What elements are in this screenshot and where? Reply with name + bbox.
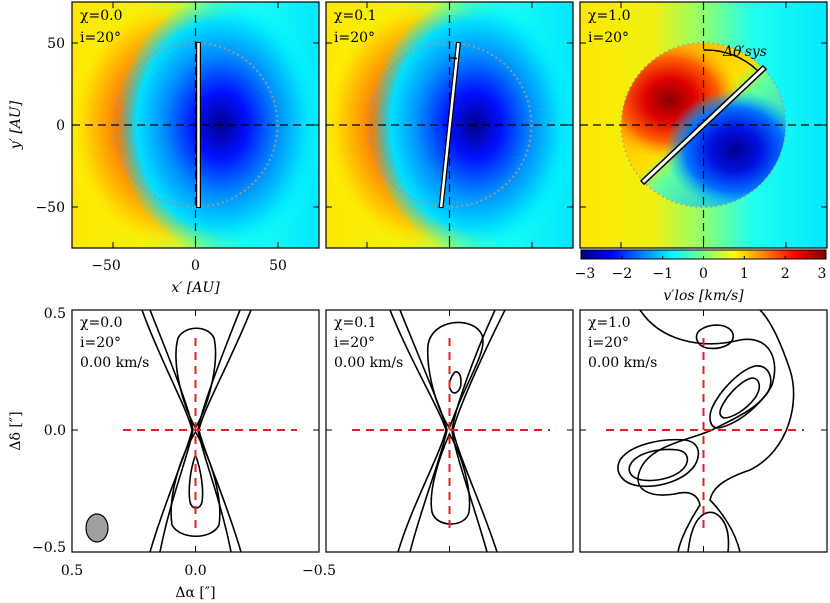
- axis-ticks: [72, 310, 319, 552]
- annotation-velocity: 0.00 km/s: [588, 355, 657, 371]
- x-tick-label: 0.0: [184, 563, 206, 579]
- axis-ticks: [72, 2, 319, 248]
- annotation-velocity: 0.00 km/s: [80, 355, 149, 371]
- blueshifted-lobe: [116, 2, 319, 248]
- contour-middle: [709, 365, 772, 429]
- contour-outer: [637, 310, 776, 552]
- x-tick-label: 0: [191, 258, 200, 274]
- axis-ticks: [326, 310, 573, 552]
- colorbar-ticks: −3 −2 −1 0 1 2 3: [575, 256, 827, 282]
- annotation-chi: χ=0.0: [80, 315, 122, 331]
- contour-middle: [197, 310, 241, 552]
- axis-ticks: [580, 2, 827, 248]
- axis-ticks: [580, 310, 827, 552]
- contour-middle: [695, 324, 734, 350]
- annotation-inclination: i=20°: [80, 335, 121, 351]
- annotation-inclination: i=20°: [588, 30, 629, 46]
- y-tick-label: 0.0: [44, 423, 66, 439]
- contour-outer: [389, 310, 447, 552]
- colorbar-tick-label: 0: [699, 266, 708, 282]
- angle-arc: [703, 49, 759, 72]
- y-tick-label: −0.5: [32, 540, 66, 556]
- y-axis-label: Δδ [″]: [8, 411, 24, 450]
- x-axis-label: Δα [″]: [175, 585, 215, 601]
- panel-bottom-right: χ=1.0 i=20° 0.00 km/s: [579, 309, 828, 553]
- rotation-axis: [438, 41, 461, 209]
- contour-outer: [709, 310, 795, 552]
- angle-arc: [449, 57, 458, 60]
- colorbar-tick-label: −2: [612, 266, 633, 282]
- beam-ellipse: [85, 513, 109, 543]
- annotation-inclination: i=20°: [588, 335, 629, 351]
- colorbar-tick-label: −3: [575, 266, 596, 282]
- annotation-inclination: i=20°: [80, 30, 121, 46]
- x-tick-label: −50: [91, 258, 121, 274]
- annotation-inclination: i=20°: [334, 30, 375, 46]
- x-tick-label: −0.5: [302, 563, 336, 579]
- colorbar-tick-label: 3: [818, 266, 827, 282]
- y-tick-label: 0: [56, 118, 65, 134]
- panel-top-middle: χ=0.1 i=20°: [325, 1, 574, 249]
- y-tick-label: 50: [47, 36, 65, 52]
- annotation-chi: χ=0.1: [334, 315, 376, 331]
- y-tick-label: 0.5: [44, 306, 66, 322]
- rotation-axis: [639, 64, 768, 186]
- annotation-velocity: 0.00 km/s: [334, 355, 403, 371]
- y-axis-label: y′ [AU]: [8, 100, 24, 150]
- contour-middle: [687, 511, 730, 552]
- contour-middle: [451, 310, 496, 552]
- annotation-chi: χ=0.1: [334, 8, 376, 24]
- panel-top-right: χ=1.0 i=20° Δθ′sys: [579, 1, 828, 249]
- panel-top-left: χ=0.0 i=20° −50 0 50 50 0 −50 x′ [AU] y′…: [8, 1, 320, 296]
- contour-inner: [430, 432, 471, 525]
- annotation-chi: χ=1.0: [588, 8, 630, 24]
- contour-inner: [426, 321, 484, 430]
- x-tick-label: 0.5: [61, 563, 83, 579]
- colorbar-label: v′los [km/s]: [663, 288, 744, 304]
- colorbar-tick-label: 1: [740, 266, 749, 282]
- contour-middle: [617, 438, 700, 488]
- blueshifted-lobe: [370, 2, 573, 248]
- contour-outer: [141, 310, 193, 552]
- angle-label: Δθ′sys: [722, 44, 767, 60]
- annotation-chi: χ=1.0: [588, 315, 630, 331]
- x-tick-label: 50: [269, 258, 287, 274]
- panel-bottom-left: χ=0.0 i=20° 0.00 km/s 0.5 0.0 −0.5 0.5 0…: [8, 306, 336, 601]
- contour-peak: [448, 371, 462, 394]
- colorbar: −3 −2 −1 0 1 2 3 v′los [km/s]: [575, 249, 827, 304]
- colorbar-tick-label: −1: [652, 266, 673, 282]
- axis-ticks: [326, 2, 573, 248]
- contour-inner: [170, 430, 221, 537]
- colorbar-tick-label: 2: [781, 266, 790, 282]
- x-axis-label: x′ [AU]: [171, 280, 220, 296]
- panel-bottom-middle: χ=0.1 i=20° 0.00 km/s: [325, 309, 574, 553]
- contour-middle: [399, 310, 448, 552]
- annotation-inclination: i=20°: [334, 335, 375, 351]
- annotation-chi: χ=0.0: [80, 8, 122, 24]
- contour-inner: [628, 448, 689, 482]
- y-tick-label: −50: [35, 200, 65, 216]
- contour-inner: [175, 327, 217, 430]
- contour-inner: [719, 377, 761, 419]
